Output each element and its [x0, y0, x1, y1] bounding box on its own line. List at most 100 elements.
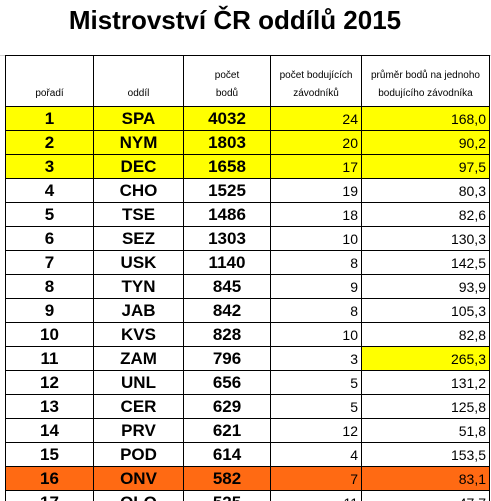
rank-cell: 15	[5, 442, 94, 467]
scorers-cell: 10	[270, 322, 362, 347]
points-cell: 1140	[183, 250, 271, 275]
scorers-cell: 8	[270, 298, 362, 323]
table-row: 3 DEC 1658 17 97,5	[5, 154, 490, 179]
points-cell: 614	[183, 442, 271, 467]
scorers-cell: 7	[270, 466, 362, 491]
header-cell	[93, 55, 184, 81]
header-cell: pořadí	[5, 81, 94, 107]
rank-cell: 12	[5, 370, 94, 395]
rank-cell: 17	[5, 490, 94, 501]
table-row: 17OLO5251147,7	[5, 490, 490, 501]
scorers-cell: 18	[270, 202, 362, 227]
rank-cell: 9	[5, 298, 94, 323]
scorers-cell: 12	[270, 418, 362, 443]
header-cell: bodů	[183, 81, 271, 107]
rank-cell: 1	[5, 106, 94, 131]
average-cell: 125,8	[361, 394, 490, 419]
title: Mistrovství ČR oddílů 2015	[68, 5, 402, 35]
points-cell: 1803	[183, 130, 271, 155]
header-cell: oddíl	[93, 81, 184, 107]
scorers-cell: 8	[270, 250, 362, 275]
club-cell: TSE	[93, 202, 184, 227]
points-cell: 656	[183, 370, 271, 395]
points-cell: 525	[183, 490, 271, 501]
club-cell: ZAM	[93, 346, 184, 371]
rank-cell: 10	[5, 322, 94, 347]
club-cell: POD	[93, 442, 184, 467]
club-cell: TYN	[93, 274, 184, 299]
rank-cell: 14	[5, 418, 94, 443]
table-row: 12 UNL 656 5 131,2	[5, 370, 490, 395]
points-cell: 582	[183, 466, 271, 491]
club-cell: SEZ	[93, 226, 184, 251]
rank-cell: 13	[5, 394, 94, 419]
points-cell: 842	[183, 298, 271, 323]
points-cell: 1525	[183, 178, 271, 203]
average-cell: 82,8	[361, 322, 490, 347]
table-row: 9 JAB 842 8 105,3	[5, 298, 490, 323]
rank-cell: 3	[5, 154, 94, 179]
table-row: 5 TSE 1486 18 82,6	[5, 202, 490, 227]
rank-cell: 16	[5, 466, 94, 491]
club-cell: CHO	[93, 178, 184, 203]
header-cell: průměr bodů na jednoho	[361, 55, 490, 81]
scorers-cell: 24	[270, 106, 362, 131]
points-cell: 4032	[183, 106, 271, 131]
average-cell: 131,2	[361, 370, 490, 395]
average-cell: 82,6	[361, 202, 490, 227]
club-cell: PRV	[93, 418, 184, 443]
scorers-cell: 3	[270, 346, 362, 371]
scorers-cell: 19	[270, 178, 362, 203]
average-cell: 93,9	[361, 274, 490, 299]
scorers-cell: 4	[270, 442, 362, 467]
points-cell: 1658	[183, 154, 271, 179]
club-cell: DEC	[93, 154, 184, 179]
scorers-cell: 9	[270, 274, 362, 299]
average-cell: 47,7	[361, 490, 490, 501]
scorers-cell: 11	[270, 490, 362, 501]
table-row: 10 KVS 828 10 82,8	[5, 322, 490, 347]
grid	[0, 40, 491, 56]
points-cell: 828	[183, 322, 271, 347]
header-cell: počet bodujících	[270, 55, 362, 81]
table-body: 1 SPA 4032 24 168,0 2 NYM 1803 20 90,2 3 DEC 1658 17 9…	[5, 106, 490, 501]
table-row: 13 CER 629 5 125,8	[5, 394, 490, 419]
rank-cell: 7	[5, 250, 94, 275]
rank-cell: 4	[5, 178, 94, 203]
club-cell: USK	[93, 250, 184, 275]
average-cell: 90,2	[361, 130, 490, 155]
average-cell: 142,5	[361, 250, 490, 275]
table-row: 7 USK 1140 8 142,5	[5, 250, 490, 275]
points-cell: 621	[183, 418, 271, 443]
average-cell: 51,8	[361, 418, 490, 443]
rank-cell: 2	[5, 130, 94, 155]
average-cell: 105,3	[361, 298, 490, 323]
average-cell: 153,5	[361, 442, 490, 467]
club-cell: SPA	[93, 106, 184, 131]
table-row: 14 PRV 621 12 51,8	[5, 418, 490, 443]
rank-cell: 8	[5, 274, 94, 299]
rank-cell: 5	[5, 202, 94, 227]
average-cell: 130,3	[361, 226, 490, 251]
header-cell: počet	[183, 55, 271, 81]
scorers-cell: 20	[270, 130, 362, 155]
points-cell: 629	[183, 394, 271, 419]
table-header: počet počet bodujících průměr bodů na je…	[5, 55, 490, 107]
scorers-cell: 5	[270, 370, 362, 395]
table-row: 6 SEZ 1303 10 130,3	[5, 226, 490, 251]
club-cell: NYM	[93, 130, 184, 155]
average-cell: 80,3	[361, 178, 490, 203]
header-cell: závodníků	[270, 81, 362, 107]
table-row: 4 CHO 1525 19 80,3	[5, 178, 490, 203]
header-cell	[5, 55, 94, 81]
club-cell: KVS	[93, 322, 184, 347]
table-row: 16 ONV 582 7 83,1	[5, 466, 490, 491]
points-cell: 845	[183, 274, 271, 299]
club-cell: OLO	[93, 490, 184, 501]
header-cell: bodujícího závodníka	[361, 81, 490, 107]
club-cell: CER	[93, 394, 184, 419]
table-row: 8 TYN 845 9 93,9	[5, 274, 490, 299]
club-cell: ONV	[93, 466, 184, 491]
club-cell: JAB	[93, 298, 184, 323]
table-row: 15 POD 614 4 153,5	[5, 442, 490, 467]
